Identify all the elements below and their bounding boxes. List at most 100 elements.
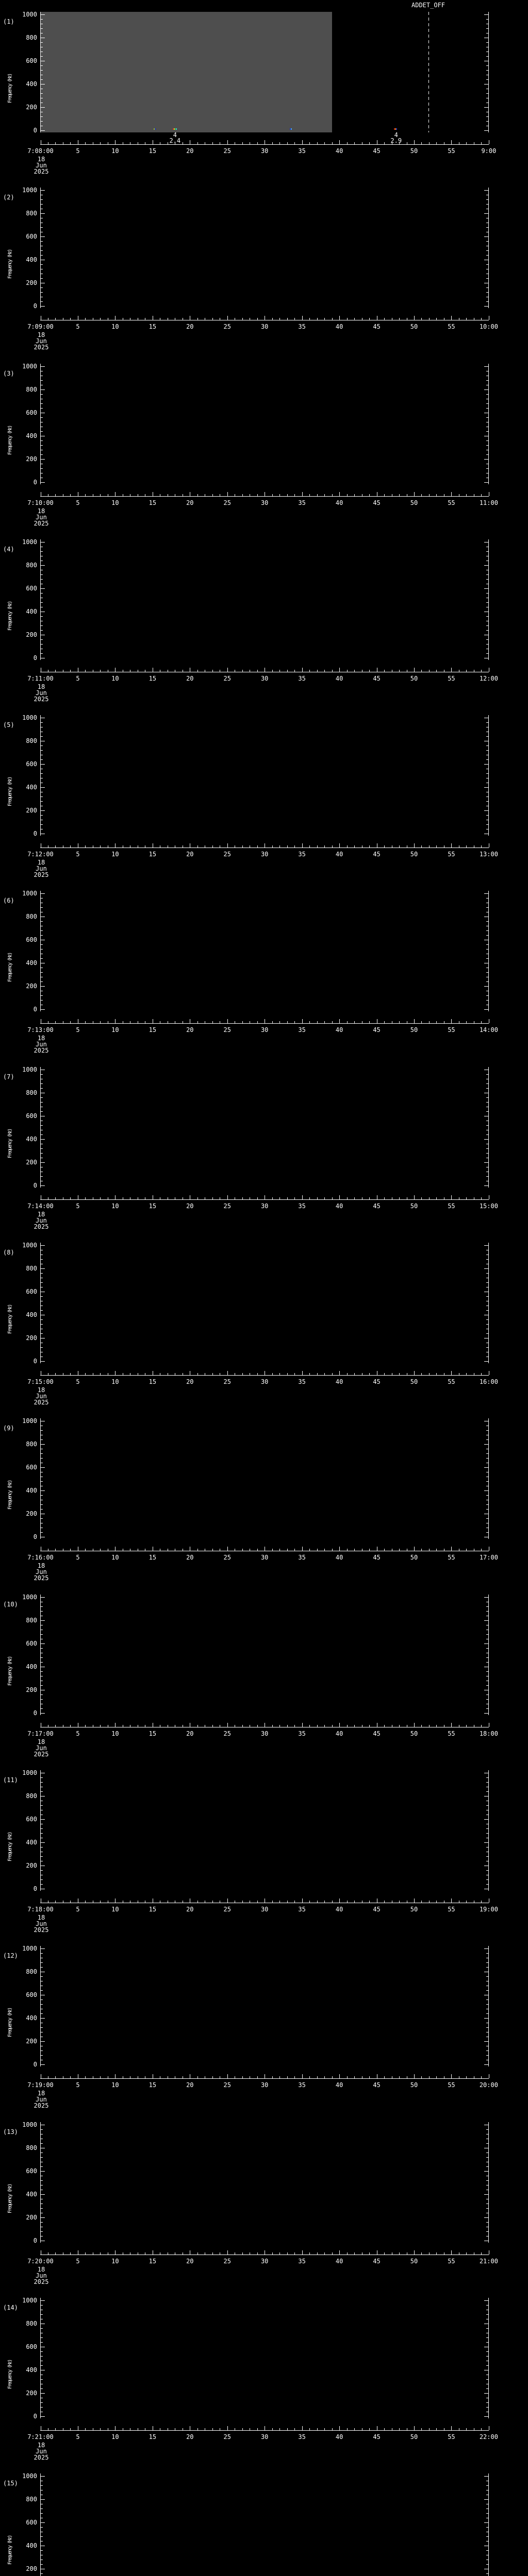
x-minor-tick: [55, 2252, 56, 2255]
x-tick-label: 25: [223, 675, 231, 682]
y-minor-tick: [486, 801, 488, 802]
y-minor-tick: [41, 2550, 43, 2551]
x-minor-tick: [257, 845, 258, 848]
x-minor-tick: [85, 1021, 86, 1023]
y-axis-right-line: [488, 1418, 489, 1539]
y-tick-label: 600: [26, 1991, 37, 1998]
x-start-label: 7:18:00: [27, 1906, 54, 1913]
y-minor-tick: [41, 2157, 43, 2158]
x-major-tick: [339, 2250, 340, 2255]
x-major-tick: [302, 1899, 303, 1903]
x-minor-tick: [436, 1901, 437, 1903]
x-minor-tick: [70, 1725, 71, 1727]
y-tick-label: 400: [26, 1487, 37, 1494]
y-minor-tick: [486, 1856, 488, 1857]
y-minor-tick: [41, 2536, 43, 2537]
x-minor-tick: [399, 845, 400, 848]
x-minor-tick: [354, 494, 355, 496]
x-end-label: 15:00: [479, 1202, 498, 1210]
y-minor-tick: [41, 995, 43, 996]
y-axis-left-line: [40, 1946, 41, 2066]
y-minor-tick: [41, 1148, 43, 1149]
x-minor-tick: [481, 1725, 482, 1727]
x-minor-tick: [85, 1373, 86, 1375]
y-minor-tick: [41, 1430, 43, 1431]
y-minor-tick: [486, 1000, 488, 1001]
y-major-tick: [484, 565, 488, 566]
y-minor-tick: [486, 1791, 488, 1792]
x-tick-label: 15: [148, 675, 157, 682]
y-minor-tick: [486, 625, 488, 626]
y-minor-tick: [41, 1879, 43, 1880]
y-major-tick: [41, 2393, 45, 2394]
y-minor-tick: [41, 1777, 43, 1778]
y-minor-tick: [41, 1962, 43, 1963]
y-minor-tick: [41, 1324, 43, 1325]
x-minor-tick: [346, 142, 348, 144]
y-tick-label: 0: [33, 654, 37, 662]
y-minor-tick: [486, 2050, 488, 2051]
x-end-label: 16:00: [479, 1378, 498, 1385]
x-axis-date-line: Jun: [36, 689, 47, 697]
x-axis-date-line: Jun: [36, 1920, 47, 1927]
y-major-tick: [484, 810, 488, 811]
panel: (10) Frequency (Hz) 1000 800 600 400 200 0 7:17:…: [0, 1583, 528, 1759]
x-end-label: 9:00: [481, 147, 497, 155]
y-minor-tick: [486, 2013, 488, 2014]
x-start-label: 7:13:00: [27, 1026, 54, 1033]
x-minor-tick: [272, 2252, 273, 2255]
y-minor-tick: [486, 380, 488, 381]
y-tick-label: 600: [26, 585, 37, 592]
x-minor-tick: [70, 2428, 71, 2430]
x-minor-tick: [324, 142, 325, 144]
x-tick-label: 40: [335, 1202, 343, 1210]
y-minor-tick: [41, 616, 43, 617]
x-tick-label: 15: [148, 1202, 157, 1210]
panel: (4) Frequency (Hz) 1000 800 600 400 200 0 7:11:0…: [0, 528, 528, 704]
x-tick-label: 10: [111, 1730, 119, 1737]
y-minor-tick: [486, 1828, 488, 1829]
x-tick-label: 35: [298, 147, 306, 155]
y-minor-tick: [486, 468, 488, 469]
y-axis-title: Frequency (Hz): [7, 601, 13, 631]
y-minor-tick: [41, 1481, 43, 1482]
x-minor-tick: [272, 2076, 273, 2078]
x-minor-tick: [369, 845, 370, 848]
y-tick-label: 0: [33, 1533, 37, 1540]
panel: (5) Frequency (Hz) 1000 800 600 400 200 0 7:12:0…: [0, 703, 528, 879]
x-minor-tick: [466, 1197, 467, 1199]
y-axis-left-line: [40, 2298, 41, 2418]
x-tick-label: 35: [298, 1906, 306, 1913]
x-tick-label: 35: [298, 1378, 306, 1385]
y-minor-tick: [486, 199, 488, 200]
y-major-tick: [484, 1620, 488, 1621]
x-minor-tick: [369, 1549, 370, 1551]
y-major-tick: [41, 130, 45, 131]
y-major-tick: [484, 459, 488, 460]
y-minor-tick: [41, 1347, 43, 1348]
x-axis-line: [40, 2430, 489, 2431]
x-minor-tick: [436, 1725, 437, 1727]
x-minor-tick: [399, 494, 400, 496]
x-tick-label: 15: [148, 499, 157, 506]
x-tick-label: 10: [111, 851, 119, 858]
x-major-tick: [227, 2250, 228, 2255]
y-minor-tick: [41, 19, 43, 20]
y-minor-tick: [486, 1439, 488, 1440]
y-major-tick: [41, 2064, 45, 2065]
y-major-tick: [41, 459, 45, 460]
x-start-label: 7:17:00: [27, 1730, 54, 1737]
y-minor-tick: [486, 116, 488, 117]
x-minor-tick: [466, 2252, 467, 2255]
x-start-label: 7:10:00: [27, 499, 54, 506]
x-minor-tick: [100, 1725, 101, 1727]
y-major-tick: [41, 107, 45, 108]
x-minor-tick: [212, 2428, 213, 2430]
y-minor-tick: [41, 625, 43, 626]
x-minor-tick: [332, 2076, 333, 2078]
x-axis-date-line: 2025: [34, 696, 49, 703]
x-axis-date-line: 2025: [34, 1399, 49, 1406]
x-tick-label: 20: [186, 147, 194, 155]
y-minor-tick: [486, 2351, 488, 2352]
y-major-tick: [41, 787, 45, 788]
